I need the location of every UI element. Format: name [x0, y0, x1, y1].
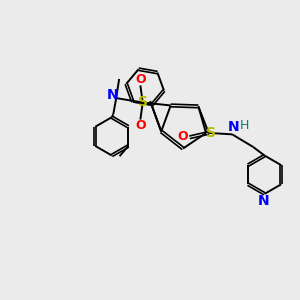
Text: N: N	[257, 194, 269, 208]
Text: S: S	[206, 126, 216, 140]
Text: O: O	[135, 73, 146, 86]
Text: S: S	[138, 95, 148, 110]
Text: N: N	[228, 120, 240, 134]
Text: N: N	[107, 88, 118, 102]
Text: O: O	[178, 130, 188, 143]
Text: H: H	[240, 119, 249, 132]
Text: O: O	[135, 119, 146, 132]
